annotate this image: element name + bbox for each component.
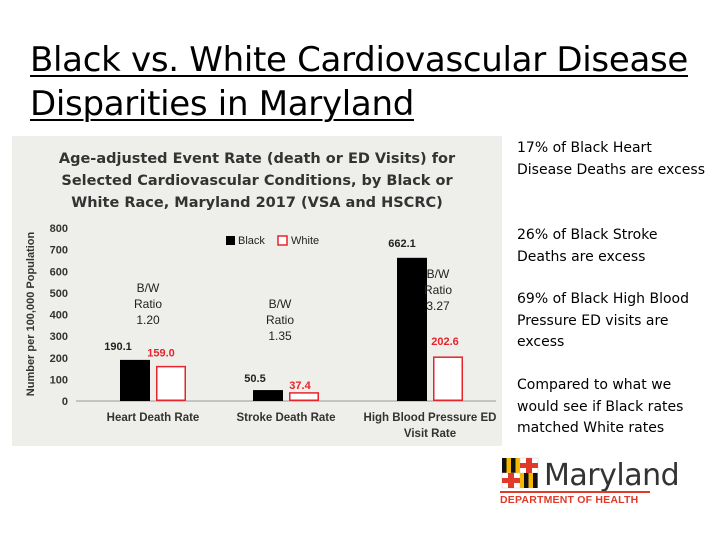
legend-label-white: White <box>291 235 319 247</box>
ratio-annotation: B/W <box>269 297 292 311</box>
bar-white <box>289 392 319 402</box>
title-line-1: Black vs. White Cardiovascular Disease <box>30 40 689 80</box>
logo-department: DEPARTMENT OF HEALTH <box>500 494 639 506</box>
y-tick-label: 500 <box>50 288 68 300</box>
x-tick-label: Visit Rate <box>404 428 456 440</box>
legend-swatch-black <box>226 236 235 245</box>
ratio-annotation: B/W <box>427 267 450 281</box>
bar-black <box>253 390 283 401</box>
data-label-black: 50.5 <box>244 373 265 385</box>
data-label-black: 662.1 <box>388 238 416 250</box>
chart-title-line: White Race, Maryland 2017 (VSA and HSCRC… <box>71 195 443 211</box>
data-label-white: 37.4 <box>289 380 311 392</box>
chart-title-line: Age-adjusted Event Rate (death or ED Vis… <box>59 151 456 167</box>
data-label-white: 159.0 <box>147 348 175 360</box>
y-tick-label: 800 <box>50 223 68 235</box>
y-tick-label: 600 <box>50 266 68 278</box>
ratio-annotation: 1.20 <box>136 313 160 327</box>
maryland-flag-icon <box>501 457 539 489</box>
data-label-white: 202.6 <box>431 336 459 348</box>
chart-panel: Age-adjusted Event Rate (death or ED Vis… <box>12 136 502 446</box>
y-tick-label: 100 <box>50 374 68 386</box>
maryland-health-logo: Maryland DEPARTMENT OF HEALTH <box>500 456 700 516</box>
logo-rule <box>500 491 650 493</box>
data-label-black: 190.1 <box>104 341 132 353</box>
title-line-2: Disparities in Maryland <box>30 84 414 124</box>
ratio-annotation: 3.27 <box>426 299 450 313</box>
ratio-annotation: Ratio <box>134 297 162 311</box>
ratio-annotation: Ratio <box>424 283 452 297</box>
x-tick-label: Stroke Death Rate <box>236 412 335 424</box>
note-heart-excess: 17% of Black Heart Disease Deaths are ex… <box>517 140 705 178</box>
legend-label-black: Black <box>238 235 265 247</box>
y-tick-label: 300 <box>50 331 68 343</box>
logo-wordmark: Maryland <box>544 458 680 493</box>
x-tick-label: Heart Death Rate <box>107 412 200 424</box>
ratio-annotation: Ratio <box>266 313 294 327</box>
bar-black <box>120 359 150 401</box>
y-tick-label: 200 <box>50 353 68 365</box>
chart-title-line: Selected Cardiovascular Conditions, by B… <box>61 173 453 189</box>
slide-title: Black vs. White Cardiovascular Disease D… <box>30 38 700 126</box>
y-tick-label: 400 <box>50 310 68 322</box>
bar-black <box>397 257 427 401</box>
legend-swatch-white <box>277 235 288 246</box>
y-tick-label: 700 <box>50 245 68 257</box>
y-axis-label: Number per 100,000 Population <box>25 232 37 397</box>
bar-white <box>433 356 463 401</box>
bar-chart: Age-adjusted Event Rate (death or ED Vis… <box>25 151 497 440</box>
x-tick-label: High Blood Pressure ED <box>364 412 497 424</box>
note-bp-excess: 69% of Black High Blood Pressure ED visi… <box>517 291 689 350</box>
note-stroke-excess: 26% of Black Stroke Deaths are excess <box>517 227 658 265</box>
ratio-annotation: 1.35 <box>268 329 292 343</box>
ratio-annotation: B/W <box>137 281 160 295</box>
y-tick-label: 0 <box>62 396 68 408</box>
bar-white <box>156 365 186 402</box>
note-comparison: Compared to what we would see if Black r… <box>517 377 684 436</box>
